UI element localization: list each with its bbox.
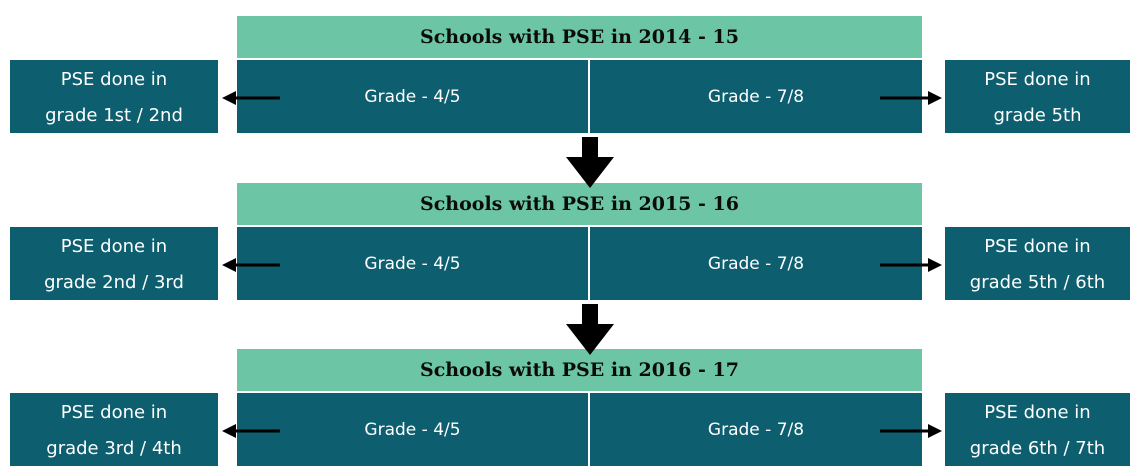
block-header: Schools with PSE in 2014 - 15: [237, 16, 922, 58]
right-arrow-head: [928, 424, 942, 438]
left-arrow-head: [222, 91, 236, 105]
left-text: grade 2nd / 3rd: [44, 272, 184, 293]
left-text: grade 1st / 2nd: [45, 105, 183, 126]
left-text: PSE done in: [60, 69, 168, 90]
right-box: PSE done in grade 5th / 6th: [945, 227, 1130, 300]
down-arrow: [566, 304, 614, 355]
right-arrow-head: [928, 91, 942, 105]
right-arrow-head: [928, 258, 942, 272]
right-box: PSE done in grade 6th / 7th: [945, 393, 1130, 466]
right-text: PSE done in: [984, 402, 1091, 423]
left-text: PSE done in: [60, 236, 168, 257]
block-header: Schools with PSE in 2016 - 17: [237, 349, 922, 391]
left-text: PSE done in: [60, 402, 168, 423]
grade-cell: Grade - 4/5: [237, 227, 588, 300]
grade-cell: Grade - 7/8: [590, 393, 922, 466]
down-arrow: [566, 137, 614, 188]
left-box: PSE done in grade 3rd / 4th: [10, 393, 218, 466]
right-text: PSE done in: [984, 236, 1091, 257]
left-box: PSE done in grade 2nd / 3rd: [10, 227, 218, 300]
right-text: grade 6th / 7th: [969, 438, 1106, 459]
grade-cell: Grade - 4/5: [237, 393, 588, 466]
left-text: grade 3rd / 4th: [46, 438, 182, 459]
right-text: grade 5th / 6th: [969, 272, 1106, 293]
right-box: PSE done in grade 5th: [945, 60, 1130, 133]
grade-cell: Grade - 7/8: [590, 227, 922, 300]
left-arrow-head: [222, 258, 236, 272]
grade-cell: Grade - 7/8: [590, 60, 922, 133]
block-header: Schools with PSE in 2015 - 16: [237, 183, 922, 225]
left-box: PSE done in grade 1st / 2nd: [10, 60, 218, 133]
left-arrow-head: [222, 424, 236, 438]
right-text: PSE done in: [984, 69, 1091, 90]
grade-cell: Grade - 4/5: [237, 60, 588, 133]
right-text: grade 5th: [993, 105, 1082, 126]
